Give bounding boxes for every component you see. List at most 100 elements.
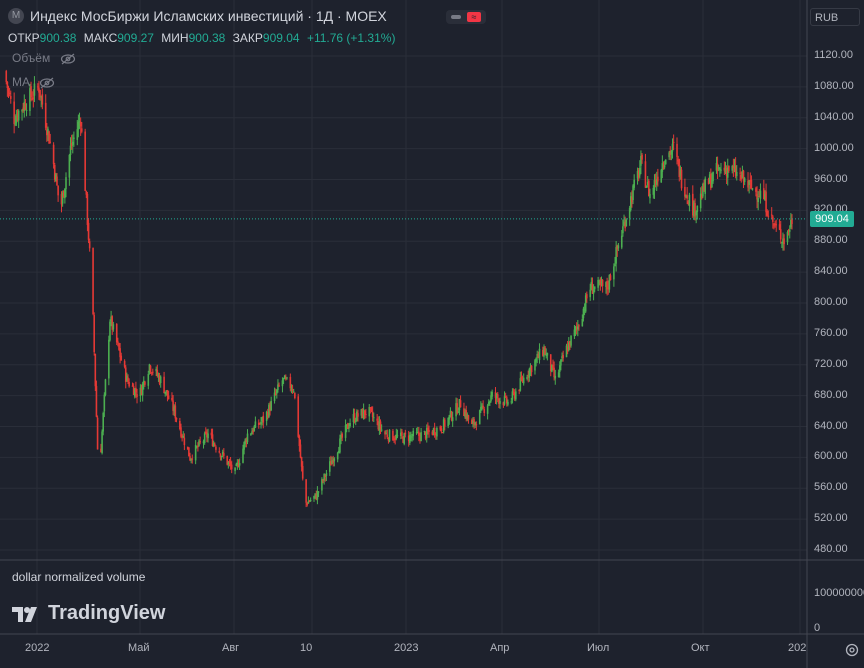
candle-body: [410, 435, 412, 437]
symbol-title[interactable]: Индекс МосБиржи Исламских инвестиций · 1…: [30, 8, 387, 24]
price-axis-label: 880.00: [814, 234, 848, 247]
candle-body: [448, 415, 451, 420]
candle-body: [583, 309, 586, 311]
eye-hidden-icon[interactable]: [39, 77, 55, 89]
candle-body: [783, 238, 785, 245]
candle-body: [449, 410, 452, 417]
candle-body: [282, 377, 285, 379]
candle-body: [560, 359, 562, 366]
candle-body: [578, 325, 580, 327]
candle-body: [64, 188, 66, 199]
candle-body: [60, 194, 63, 205]
candle-body: [482, 405, 484, 408]
low-label: МИН: [161, 31, 189, 45]
candle-body: [522, 377, 525, 384]
candle-body: [87, 222, 90, 240]
candle-body: [140, 388, 143, 395]
candle-body: [527, 375, 530, 377]
candle-body: [23, 101, 26, 112]
candle-body: [261, 417, 263, 422]
candle-body: [238, 462, 241, 466]
candle-body: [24, 103, 27, 110]
candle-body: [229, 461, 232, 466]
candle-body: [465, 410, 468, 419]
candle-body: [123, 360, 126, 367]
volume-indicator-legend[interactable]: Объём: [12, 51, 76, 65]
price-axis-label: 840.00: [814, 265, 848, 278]
candle-body: [605, 282, 607, 288]
candle-body: [407, 435, 410, 442]
candle-body: [78, 121, 81, 123]
candle-body: [349, 422, 351, 427]
candle-body: [336, 452, 339, 460]
candle-body: [352, 414, 355, 423]
high-value: 909.27: [117, 31, 154, 45]
candle-body: [528, 368, 531, 378]
candle-body: [436, 427, 438, 437]
candle-body: [688, 194, 691, 207]
candle-body: [786, 232, 789, 243]
high-label: МАКС: [83, 31, 118, 45]
candle-body: [663, 165, 666, 168]
volume-pane-title: dollar normalized volume: [12, 570, 146, 584]
candle-body: [695, 211, 697, 216]
candle-body: [763, 188, 765, 200]
eye-hidden-icon[interactable]: [60, 53, 76, 65]
candle-body: [731, 166, 734, 171]
candle-body: [207, 433, 209, 439]
candle-body: [206, 432, 208, 438]
candle-body: [117, 341, 119, 343]
ma-indicator-legend[interactable]: MA: [12, 75, 55, 89]
candle-body: [173, 406, 176, 412]
candle-body: [278, 385, 280, 387]
candle-body: [486, 405, 489, 414]
tradingview-logo[interactable]: TradingView: [12, 602, 165, 625]
currency-selector[interactable]: RUB: [810, 8, 860, 26]
candle-body: [678, 159, 681, 178]
candle-body: [277, 384, 279, 391]
candle-body: [565, 345, 568, 358]
candle-body: [480, 406, 482, 411]
candle-body: [495, 393, 498, 399]
candle-body: [498, 398, 500, 404]
candle-body: [759, 190, 762, 199]
candle-body: [38, 87, 40, 93]
candle-body: [502, 402, 505, 406]
candle-body: [624, 222, 626, 229]
candle-body: [755, 188, 757, 192]
candle-body: [156, 369, 159, 377]
market-status-pill[interactable]: ≈: [446, 10, 486, 24]
candle-body: [369, 407, 372, 409]
candle-body: [625, 219, 628, 226]
candle-body: [741, 171, 744, 178]
candle-body: [323, 473, 325, 481]
candle-body: [297, 396, 300, 437]
candle-body: [765, 191, 767, 213]
candle-body: [15, 116, 18, 124]
candle-body: [491, 391, 493, 397]
time-axis-label: 2022: [25, 642, 50, 654]
candle-body: [21, 109, 23, 112]
candle-body: [245, 439, 248, 443]
price-axis-label: 1080.00: [814, 79, 854, 92]
candle-body: [317, 491, 320, 493]
candle-body: [384, 431, 386, 435]
candle-body: [704, 178, 706, 194]
candle-body: [33, 83, 36, 96]
candle-body: [655, 179, 658, 185]
candle-body: [325, 473, 328, 476]
candle-body: [379, 421, 382, 430]
settings-gear-icon[interactable]: [844, 642, 860, 658]
candle-body: [581, 318, 584, 327]
candle-body: [423, 430, 426, 432]
candle-body: [723, 167, 726, 171]
candle-body: [221, 451, 224, 455]
candle-body: [617, 245, 620, 249]
change-value: +11.76 (+1.31%): [306, 31, 396, 45]
candle-body: [451, 417, 454, 422]
candle-body: [770, 214, 773, 216]
candle-body: [215, 446, 217, 450]
candle-body: [401, 431, 403, 436]
candle-body: [101, 431, 103, 454]
